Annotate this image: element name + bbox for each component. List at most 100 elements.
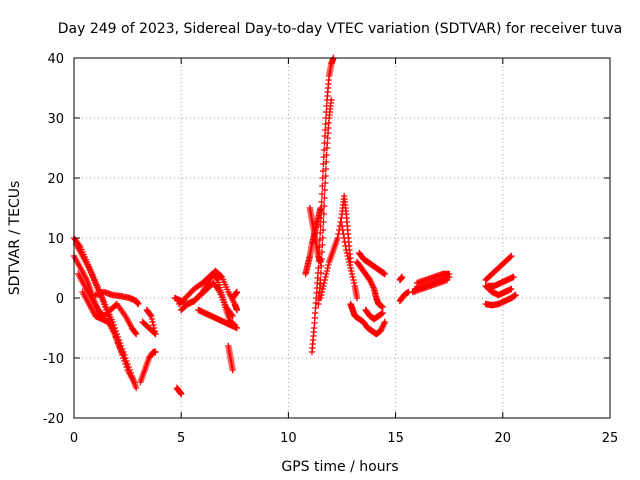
y-tick-label: 0 (56, 292, 64, 307)
data-point (320, 202, 328, 210)
series-arc-24 (355, 249, 389, 278)
data-point (152, 330, 159, 338)
data-point (217, 272, 225, 280)
y-tick-label: -20 (43, 412, 64, 427)
series-arc-12 (175, 267, 241, 314)
data-point (323, 267, 331, 275)
data-point (122, 360, 129, 368)
data-point (151, 327, 158, 335)
series-arc-22 (347, 300, 389, 338)
data-point (317, 214, 325, 222)
data-point (507, 253, 514, 261)
data-point (342, 242, 349, 250)
data-point (144, 307, 151, 315)
data-point (132, 330, 140, 338)
data-point (148, 315, 156, 323)
data-point (319, 182, 326, 190)
data-point (233, 288, 241, 296)
data-point (318, 198, 325, 206)
data-point (379, 303, 386, 311)
data-point (349, 273, 356, 281)
data-point (178, 390, 185, 398)
data-point (347, 264, 354, 272)
x-tick-label: 20 (495, 431, 512, 446)
series-arc-21 (338, 222, 361, 302)
data-point (339, 226, 346, 234)
data-point (319, 285, 326, 293)
data-point (350, 276, 357, 284)
data-point (322, 120, 329, 128)
series-arc-7 (139, 306, 159, 338)
data-point (318, 291, 325, 299)
data-point (99, 297, 107, 305)
data-point (344, 252, 351, 260)
data-point (318, 288, 326, 296)
data-point (337, 218, 344, 226)
data-point (130, 378, 138, 386)
series-arc-6 (92, 288, 142, 308)
data-point (320, 218, 327, 226)
series-arc-8 (137, 348, 159, 386)
data-point (120, 351, 127, 359)
data-point (346, 261, 354, 269)
data-point (135, 300, 142, 308)
data-point (123, 363, 130, 371)
data-point (338, 214, 345, 222)
data-point (143, 306, 151, 314)
data-point (150, 324, 158, 332)
data-point (508, 285, 515, 293)
data-point (320, 282, 327, 290)
data-point (323, 270, 330, 278)
data-point (152, 348, 159, 356)
data-point (381, 318, 389, 326)
data-point (317, 269, 325, 277)
series-arc-34 (482, 291, 519, 309)
data-point (379, 309, 386, 317)
data-point (318, 248, 326, 256)
data-point (213, 275, 221, 283)
series-arc-30 (411, 273, 453, 293)
data-point (322, 126, 329, 134)
series-arc-15 (229, 288, 241, 302)
series-arc-31 (482, 282, 515, 299)
data-marks (70, 54, 519, 398)
data-point (319, 241, 326, 249)
data-point (322, 172, 329, 180)
series-arc-13 (195, 306, 241, 332)
data-point (132, 384, 140, 392)
data-point (510, 273, 517, 281)
data-point (323, 151, 330, 159)
data-point (348, 267, 355, 275)
series-arc-23 (353, 258, 386, 311)
chart-title: Day 249 of 2023, Sidereal Day-to-day VTE… (58, 21, 622, 37)
data-point (353, 294, 361, 302)
series-arc-26 (396, 273, 406, 284)
data-point (317, 222, 324, 230)
data-point (322, 273, 329, 281)
data-point (398, 273, 406, 281)
data-point (446, 273, 453, 281)
data-point (150, 321, 157, 329)
x-tick-label: 10 (280, 431, 297, 446)
data-point (317, 294, 324, 302)
series-arc-25 (362, 306, 386, 323)
x-axis-label: GPS time / hours (281, 459, 398, 475)
data-point (322, 165, 330, 173)
axis-ticks (73, 57, 611, 419)
data-point (317, 229, 324, 237)
x-tick-label: 5 (177, 431, 185, 446)
data-point (318, 190, 326, 198)
data-point (508, 252, 515, 260)
y-tick-label: 30 (47, 112, 64, 127)
x-tick-label: 15 (387, 431, 404, 446)
data-point (343, 246, 350, 254)
data-point (121, 357, 128, 365)
data-point (324, 264, 331, 272)
series-arc-32 (482, 252, 515, 284)
data-point (320, 210, 327, 218)
y-tick-labels: -20 -10 0 10 20 30 40 (43, 52, 64, 427)
data-point (321, 194, 328, 202)
data-point (334, 234, 341, 242)
data-point (322, 179, 329, 187)
data-point (229, 366, 236, 374)
